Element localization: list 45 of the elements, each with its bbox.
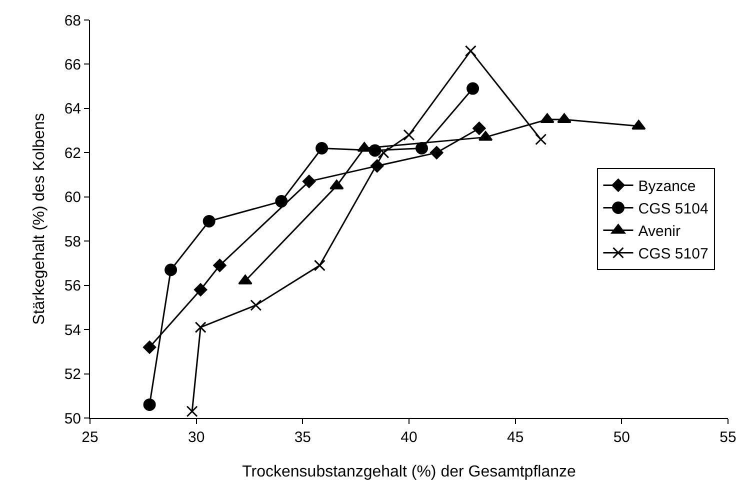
y-tick-label: 54 [64,322,81,339]
point [164,264,178,276]
y-tick-label: 50 [64,410,81,428]
y-tick-label: 52 [64,366,81,384]
y-axis-title: Stärkegehalt (%) des Kolbens [31,113,48,325]
x-tick-label: 45 [506,429,524,446]
y-tick-label: 60 [64,189,81,206]
x-axis-title: Trockensubstanzgehalt (%) der Gesamtpflanze [242,464,576,481]
x-tick-label: 55 [720,429,736,446]
y-tick-label: 68 [64,12,81,30]
legend-label: CGS 5104 [638,200,708,218]
point [250,299,262,311]
y-tick-label: 58 [64,233,81,250]
legend-label: Byzance [638,178,696,196]
point [632,120,646,130]
x-tick-label: 25 [82,429,98,446]
point [535,134,547,146]
point [302,174,316,188]
x-tick-label: 40 [400,429,418,446]
point [430,146,444,160]
point [194,283,208,296]
point [378,146,390,158]
x-tick-label: 35 [294,429,312,446]
point [202,214,216,228]
legend-label: CGS 5107 [638,246,708,263]
x-tick-label: 30 [188,429,205,446]
x-tick-label: 50 [613,429,630,446]
point [478,130,493,141]
point [314,260,326,272]
point [275,195,288,208]
point [472,122,486,135]
y-tick-label: 64 [64,100,81,118]
point [464,45,476,57]
point [213,258,226,272]
y-tick-label: 62 [64,144,81,162]
point [142,340,156,354]
point [194,322,206,334]
point [416,142,428,154]
point [316,142,328,154]
legend-label: Avenir [638,223,680,240]
y-tick-label: 66 [64,56,81,74]
point [143,398,156,411]
point [466,82,480,95]
point [403,129,415,141]
y-tick-label: 56 [64,278,81,295]
